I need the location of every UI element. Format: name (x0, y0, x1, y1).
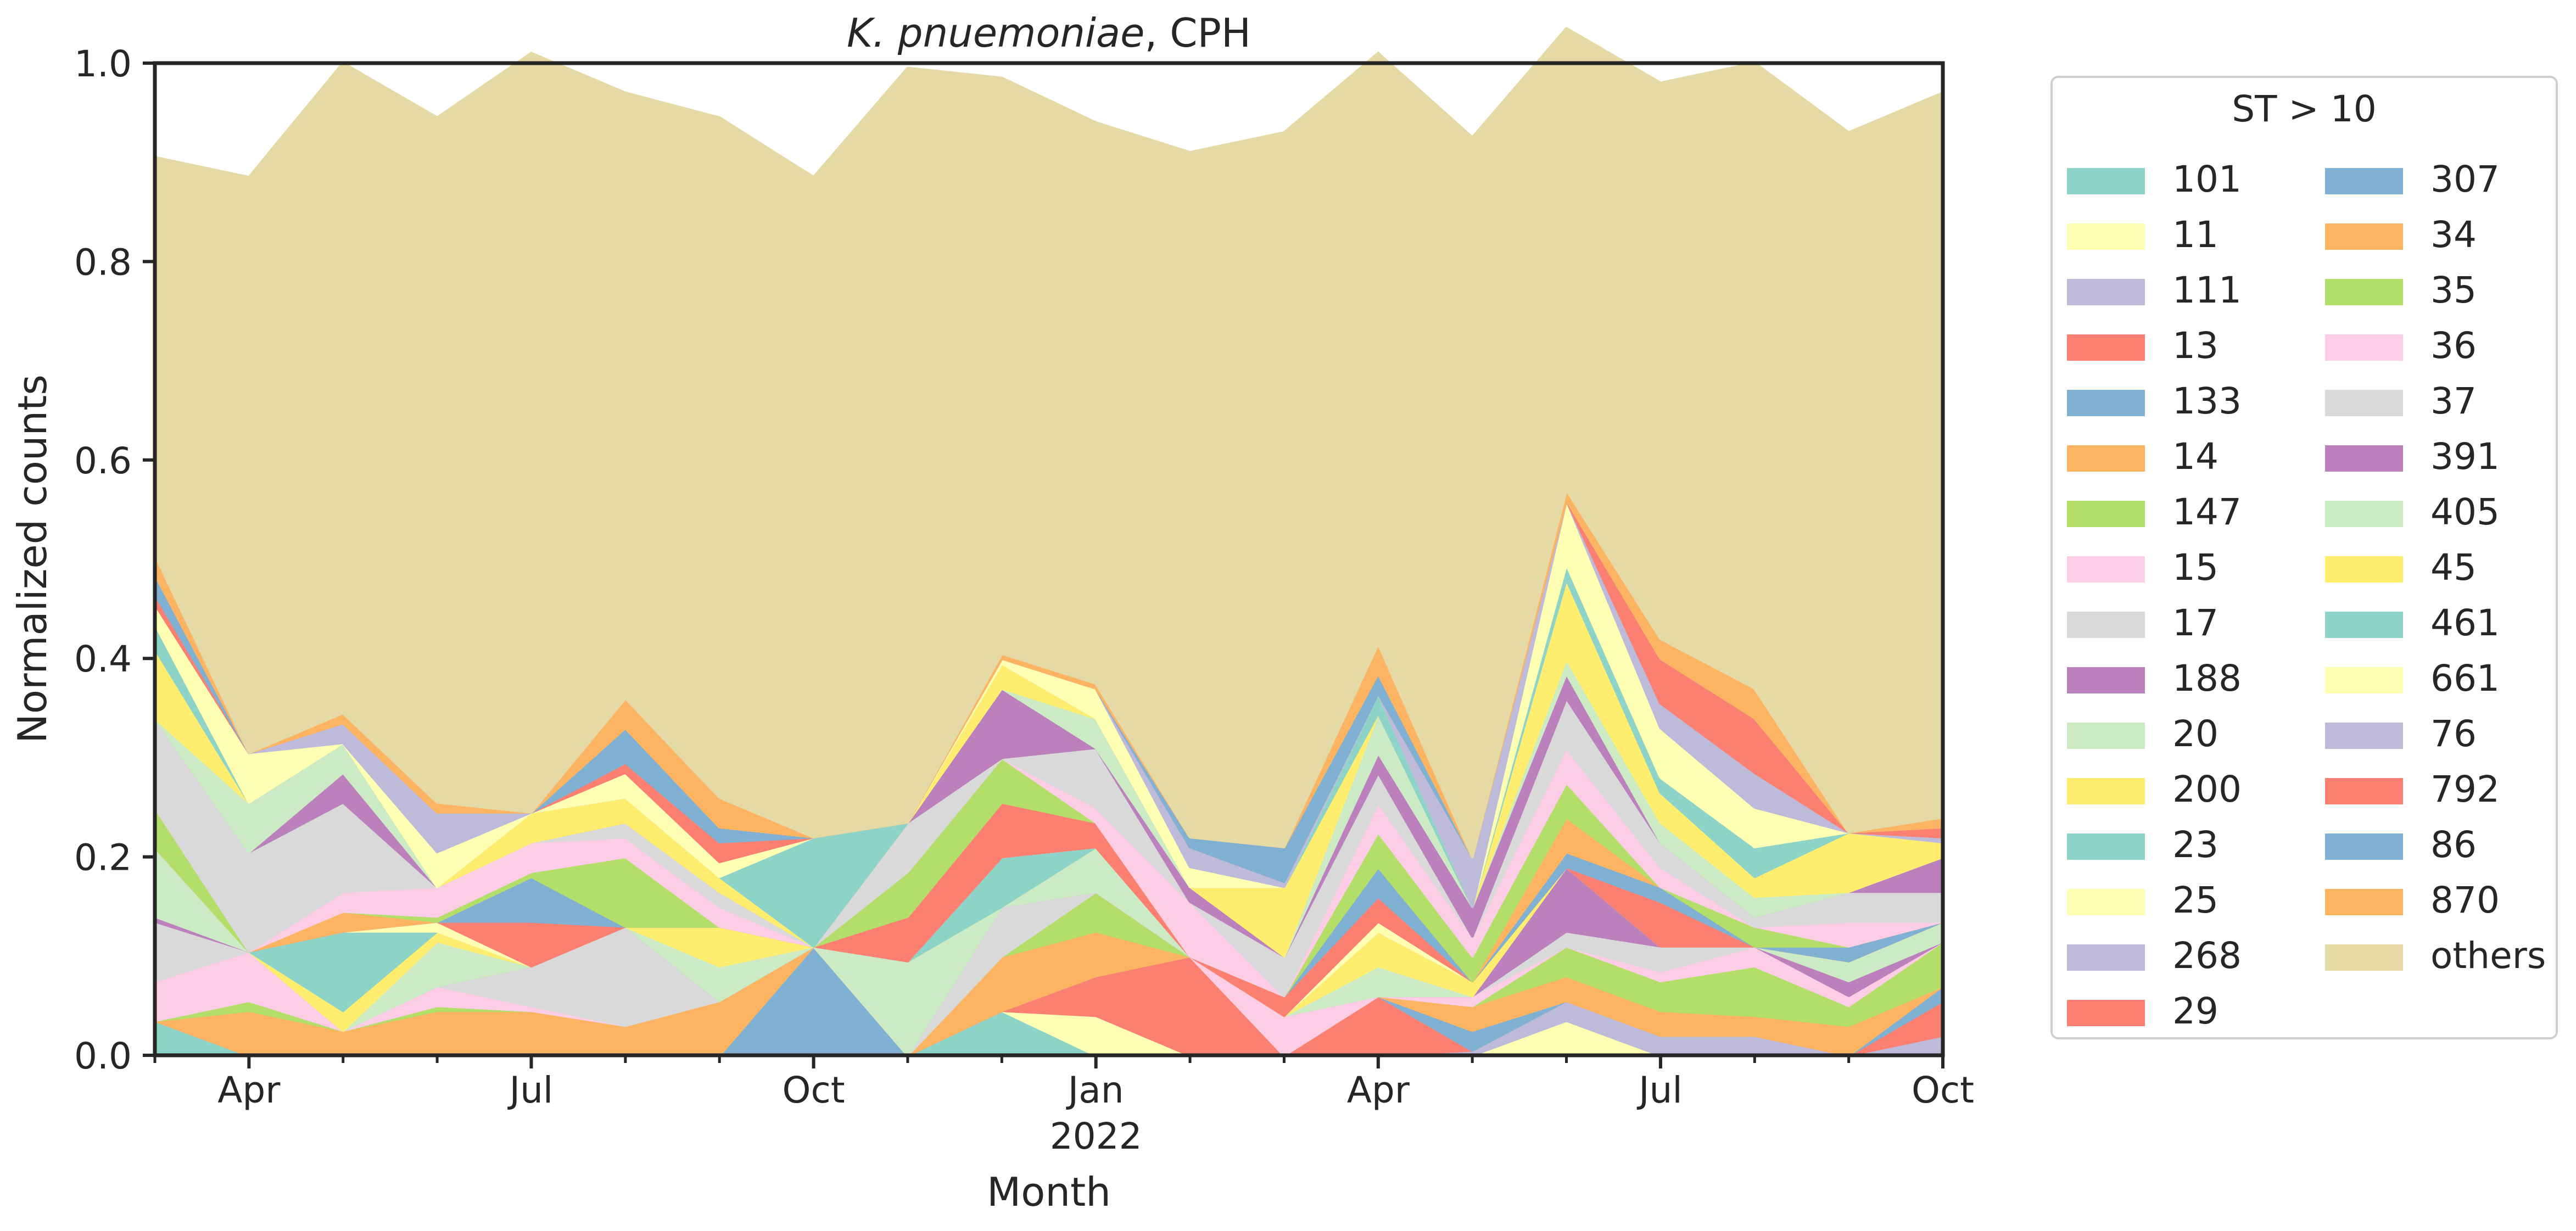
legend-swatch (2067, 168, 2145, 194)
legend-label: 200 (2172, 768, 2242, 810)
legend-swatch (2325, 612, 2403, 638)
legend-swatch (2325, 168, 2403, 194)
legend-swatch (2325, 833, 2403, 860)
legend-label: 29 (2172, 990, 2219, 1032)
legend-label: 86 (2430, 824, 2477, 866)
y-tick-label: 1.0 (74, 43, 132, 85)
legend-swatch (2067, 778, 2145, 804)
legend-swatch (2067, 556, 2145, 583)
x-tick-label: Jul (507, 1069, 554, 1111)
legend-label: 111 (2172, 269, 2242, 311)
legend-label: 14 (2172, 435, 2219, 478)
legend-swatch (2325, 778, 2403, 804)
title-rest: , CPH (1144, 10, 1251, 56)
legend-label: others (2430, 935, 2546, 977)
legend-label: 37 (2430, 380, 2477, 422)
legend-swatch (2067, 889, 2145, 915)
x-tick-label: Jul (1636, 1069, 1683, 1111)
legend-label: 661 (2430, 657, 2500, 700)
legend-swatch (2325, 889, 2403, 915)
legend-label: 25 (2172, 879, 2219, 921)
legend-label: 391 (2430, 435, 2500, 478)
legend-swatch (2067, 833, 2145, 860)
legend-label: 45 (2430, 546, 2477, 589)
legend-swatch (2067, 612, 2145, 638)
x-tick-label: Jan (1066, 1069, 1124, 1111)
area-layers (153, 27, 1944, 1057)
legend-swatch (2067, 944, 2145, 971)
legend-swatch (2067, 279, 2145, 305)
legend-label: 23 (2172, 824, 2219, 866)
legend-swatch (2067, 223, 2145, 250)
y-axis-label: Normalized counts (9, 374, 55, 743)
legend-swatch (2067, 667, 2145, 693)
legend-swatch (2325, 445, 2403, 472)
legend-label: 76 (2430, 713, 2477, 755)
legend-swatch (2067, 723, 2145, 749)
legend-swatch (2325, 944, 2403, 971)
y-tick-label: 0.0 (74, 1035, 132, 1077)
legend-label: 20 (2172, 713, 2219, 755)
legend-label: 13 (2172, 324, 2219, 367)
legend-label: 101 (2172, 158, 2242, 200)
legend-swatch (2325, 223, 2403, 250)
legend-label: 147 (2172, 491, 2242, 533)
legend-label: 268 (2172, 935, 2242, 977)
legend-label: 35 (2430, 269, 2477, 311)
legend-label: 36 (2430, 324, 2477, 367)
legend-label: 461 (2430, 602, 2500, 644)
legend-swatch (2325, 501, 2403, 527)
legend-swatch (2067, 390, 2145, 416)
legend-swatch (2067, 501, 2145, 527)
legend-swatch (2325, 390, 2403, 416)
legend-label: 133 (2172, 380, 2242, 422)
legend-label: 17 (2172, 602, 2219, 644)
y-tick-label: 0.4 (74, 638, 132, 680)
legend-swatch (2067, 445, 2145, 472)
x-tick-label: Oct (783, 1069, 845, 1111)
title-italic: K. pnuemoniae (847, 10, 1145, 56)
y-tick-label: 0.6 (74, 440, 132, 482)
legend-swatch (2325, 723, 2403, 749)
x-tick-label: Oct (1912, 1069, 1974, 1111)
x-tick-label: Apr (217, 1069, 281, 1111)
legend-label: 792 (2430, 768, 2500, 810)
legend-swatch (2067, 1000, 2145, 1026)
legend-label: 405 (2430, 491, 2500, 533)
legend-label: 870 (2430, 879, 2500, 921)
legend-swatch (2325, 556, 2403, 583)
legend-label: 188 (2172, 657, 2242, 700)
legend-swatch (2325, 667, 2403, 693)
x-tick-label: Apr (1347, 1069, 1410, 1111)
legend-swatch (2325, 334, 2403, 361)
chart-title: K. pnuemoniae, CPH (847, 10, 1251, 56)
y-tick-label: 0.8 (74, 241, 132, 283)
plot-frame (153, 61, 1945, 1057)
legend-swatch (2067, 334, 2145, 361)
legend-label: 11 (2172, 214, 2219, 256)
y-tick-label: 0.2 (74, 837, 132, 879)
x-axis-label: Month (987, 1169, 1111, 1215)
legend-label: 15 (2172, 546, 2219, 589)
legend-label: 307 (2430, 158, 2500, 200)
legend-title: ST > 10 (2232, 88, 2377, 130)
legend-swatch (2325, 279, 2403, 305)
x-tick-year-label: 2022 (1050, 1115, 1142, 1157)
y-axis-ticks: 0.0 0.2 0.4 0.6 0.8 1.0 (74, 43, 155, 1077)
legend-label: 34 (2430, 214, 2477, 256)
legend: ST > 10 101 11 111 13 133 14 147 15 17 188 20 200 23… (2050, 76, 2558, 1039)
